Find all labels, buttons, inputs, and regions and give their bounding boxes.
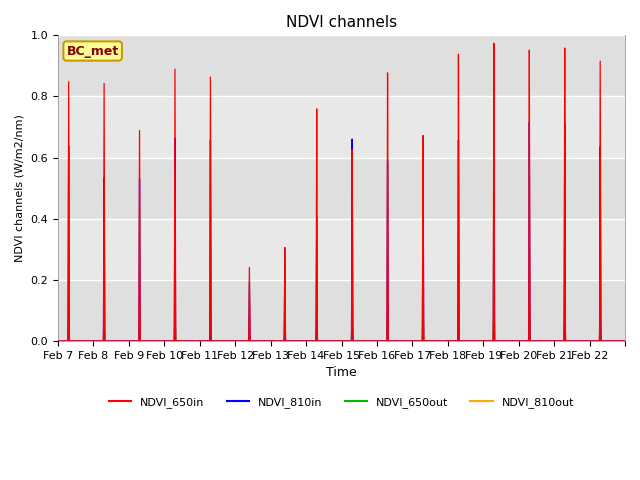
Legend: NDVI_650in, NDVI_810in, NDVI_650out, NDVI_810out: NDVI_650in, NDVI_810in, NDVI_650out, NDV… xyxy=(104,393,579,412)
Bar xyxy=(58,280,625,341)
X-axis label: Time: Time xyxy=(326,366,357,379)
Y-axis label: NDVI channels (W/m2/nm): NDVI channels (W/m2/nm) xyxy=(15,114,25,262)
Title: NDVI channels: NDVI channels xyxy=(286,15,397,30)
Text: BC_met: BC_met xyxy=(67,45,119,58)
Bar xyxy=(58,157,625,219)
Bar xyxy=(58,36,625,96)
